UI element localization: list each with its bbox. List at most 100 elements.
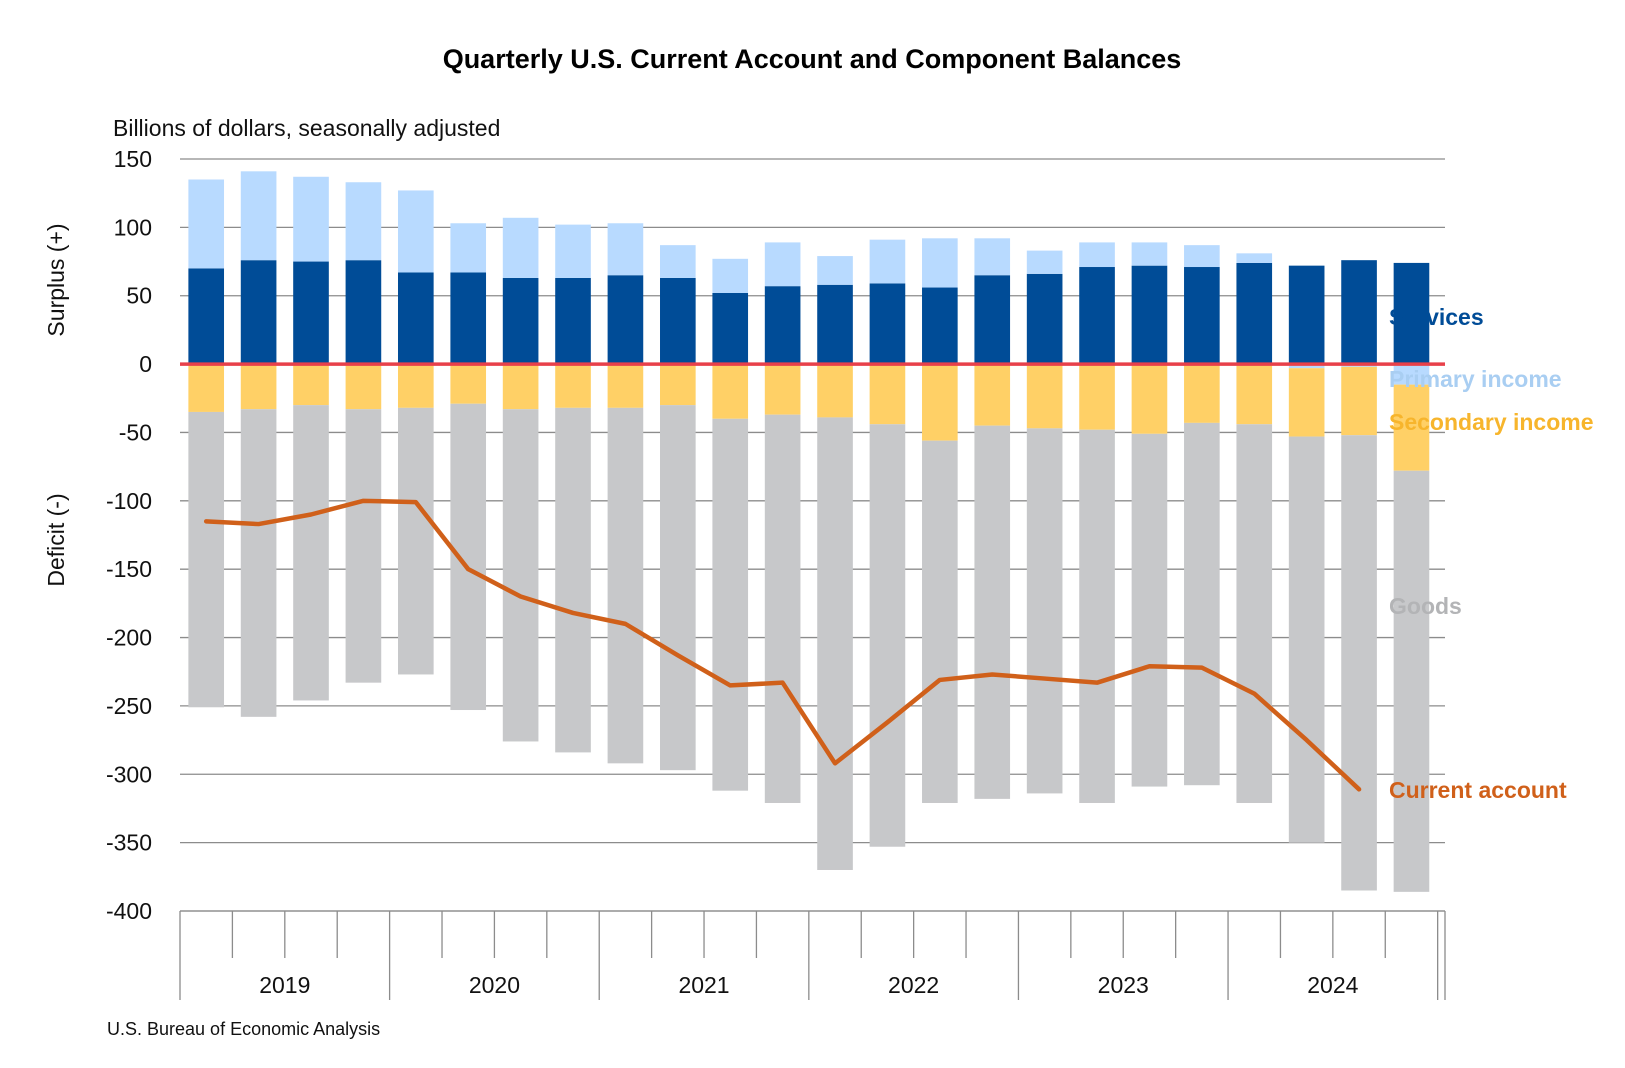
bar-services xyxy=(817,284,853,365)
bar-goods xyxy=(764,414,801,803)
bar-secondary-income xyxy=(345,364,382,410)
bar-services xyxy=(345,260,382,365)
legend-goods: Goods xyxy=(1389,593,1462,619)
bar-services xyxy=(1288,265,1325,365)
y-tick-label: -100 xyxy=(106,488,152,514)
bar-secondary-income xyxy=(817,364,853,418)
bar-goods xyxy=(555,407,591,753)
bar-goods xyxy=(345,409,382,683)
bar-secondary-income xyxy=(397,364,434,408)
bar-goods xyxy=(1131,433,1168,787)
y-tick-labels: 150 100 50 0 -50 -100 -150 -200 -250 -300 -350 -400 xyxy=(106,146,152,924)
legend-services: Services xyxy=(1389,304,1484,330)
bars xyxy=(188,171,1430,892)
x-year-label: 2022 xyxy=(888,972,939,998)
bar-services xyxy=(974,275,1011,365)
current-account-line xyxy=(203,498,1362,792)
bar-primary-income xyxy=(1184,245,1220,268)
bar-secondary-income xyxy=(450,364,487,404)
bar-services xyxy=(1236,262,1273,365)
bar-primary-income xyxy=(293,176,329,262)
legend-secondary-income: Secondary income xyxy=(1389,409,1594,435)
bar-goods xyxy=(1393,470,1430,892)
x-year-label: 2024 xyxy=(1307,972,1358,998)
bar-secondary-income xyxy=(974,364,1011,426)
bar-goods xyxy=(660,405,696,771)
legend-current-account: Current account xyxy=(1389,777,1567,803)
y-axis-label-deficit: Deficit (-) xyxy=(43,493,69,586)
bar-goods xyxy=(293,405,329,701)
bar-goods xyxy=(1184,422,1220,786)
bar-primary-income xyxy=(1236,253,1273,263)
bar-services xyxy=(922,287,958,365)
bar-services xyxy=(1026,273,1063,365)
bar-services xyxy=(188,268,225,365)
bar-services xyxy=(555,277,591,365)
bar-primary-income xyxy=(869,239,906,284)
bar-services xyxy=(1393,262,1430,365)
chart-subtitle: Billions of dollars, seasonally adjusted xyxy=(113,115,500,141)
bar-secondary-income xyxy=(293,364,329,406)
y-tick-label: 150 xyxy=(114,146,152,172)
bar-goods xyxy=(1026,428,1063,794)
bar-goods xyxy=(1288,436,1325,843)
bar-services xyxy=(607,275,644,365)
y-axis-label-surplus: Surplus (+) xyxy=(43,223,69,336)
bar-secondary-income xyxy=(502,364,539,410)
bar-goods xyxy=(974,425,1011,799)
bar-secondary-income xyxy=(922,364,958,441)
bar-services xyxy=(240,260,277,365)
bar-goods xyxy=(502,409,539,742)
bar-services xyxy=(502,277,539,365)
bar-goods xyxy=(607,407,644,764)
bar-secondary-income xyxy=(607,364,644,408)
x-year-label: 2023 xyxy=(1098,972,1149,998)
bar-goods xyxy=(1236,424,1273,803)
bar-services xyxy=(397,272,434,365)
bar-primary-income xyxy=(764,242,801,287)
bar-secondary-income xyxy=(1026,364,1063,429)
bar-secondary-income xyxy=(1079,364,1115,430)
bar-secondary-income xyxy=(869,364,906,425)
x-year-label: 2019 xyxy=(259,972,310,998)
y-tick-label: -50 xyxy=(119,419,152,445)
bar-secondary-income xyxy=(1131,364,1168,434)
bar-primary-income xyxy=(1026,250,1063,274)
bar-goods xyxy=(922,440,958,803)
y-tick-label: 0 xyxy=(139,351,152,377)
bar-services xyxy=(869,283,906,365)
bar-primary-income xyxy=(555,224,591,278)
y-tick-label: -300 xyxy=(106,761,152,787)
bar-secondary-income xyxy=(1393,384,1430,471)
bar-goods xyxy=(188,411,225,708)
bar-primary-income xyxy=(974,238,1011,276)
bar-primary-income xyxy=(607,223,644,276)
bar-services xyxy=(1341,260,1377,365)
x-axis: 2019 2020 2021 2022 2023 2024 xyxy=(179,910,1446,1000)
bar-primary-income xyxy=(1393,364,1430,385)
bar-goods xyxy=(1079,429,1115,803)
bar-primary-income xyxy=(188,179,225,269)
bar-primary-income xyxy=(660,245,696,278)
bar-goods xyxy=(1341,435,1377,891)
bar-primary-income xyxy=(1288,364,1325,369)
bar-primary-income xyxy=(817,256,853,285)
bar-primary-income xyxy=(345,182,382,261)
bar-secondary-income xyxy=(1341,366,1377,436)
bar-goods xyxy=(712,418,749,791)
bar-secondary-income xyxy=(240,364,277,410)
bar-services xyxy=(660,277,696,365)
legend-primary-income: Primary income xyxy=(1389,366,1562,392)
y-tick-label: -250 xyxy=(106,693,152,719)
bar-primary-income xyxy=(1079,242,1115,268)
y-tick-label: -150 xyxy=(106,556,152,582)
bar-primary-income xyxy=(922,238,958,288)
bar-primary-income xyxy=(712,258,749,293)
y-tick-label: 50 xyxy=(126,283,152,309)
source-note: U.S. Bureau of Economic Analysis xyxy=(107,1019,380,1039)
bar-secondary-income xyxy=(660,364,696,406)
bar-goods xyxy=(817,417,853,870)
y-tick-label: -350 xyxy=(106,830,152,856)
bar-services xyxy=(764,286,801,365)
